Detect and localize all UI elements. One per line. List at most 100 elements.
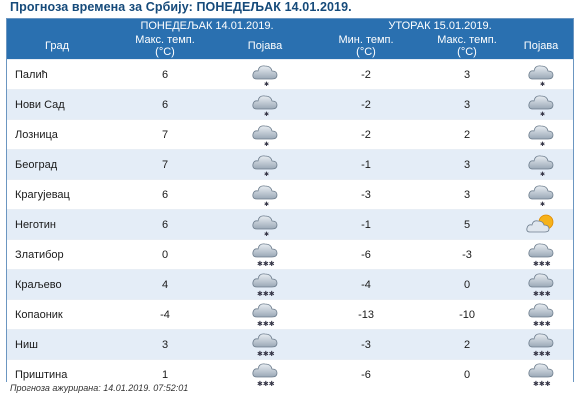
- d2-max-temp: 5: [425, 209, 510, 240]
- cloud-snow-heavy-icon: ✱✱✱: [223, 269, 308, 300]
- cloud-snow-light-icon: ✱: [509, 59, 574, 90]
- col-city: Град: [7, 33, 107, 60]
- svg-text:✱: ✱: [540, 81, 545, 88]
- d2-max-temp: 0: [425, 359, 510, 389]
- table-row: Копаоник -4 ✱✱✱ -13 -10 ✱✱✱: [7, 299, 574, 330]
- svg-text:✱✱✱: ✱✱✱: [533, 380, 551, 388]
- d2-max-temp: 3: [425, 179, 510, 210]
- city-name: Краљево: [7, 269, 107, 300]
- forecast-table: ПОНЕДЕЉАК 14.01.2019. УТОРАК 15.01.2019.…: [7, 19, 574, 389]
- cloud-snow-heavy-icon: ✱✱✱: [223, 299, 308, 330]
- city-name: Лозница: [7, 119, 107, 150]
- city-name: Неготин: [7, 209, 107, 240]
- d1-max-temp: 1: [107, 359, 223, 389]
- table-row: Палић 6 ✱ -2 3 ✱: [7, 59, 574, 90]
- sun-cloud-icon: [509, 209, 574, 240]
- d1-max-temp: 6: [107, 209, 223, 240]
- city-name: Ниш: [7, 329, 107, 360]
- d2-min-temp: -1: [307, 149, 426, 180]
- city-name: Приштина: [7, 359, 107, 389]
- svg-text:✱: ✱: [540, 171, 545, 178]
- city-name: Палић: [7, 59, 107, 90]
- svg-text:✱✱✱: ✱✱✱: [257, 320, 275, 328]
- d1-max-temp: 3: [107, 329, 223, 360]
- d2-max-temp: 3: [425, 89, 510, 120]
- d2-max-temp: 3: [425, 149, 510, 180]
- d2-max-temp: 0: [425, 269, 510, 300]
- city-name: Крагујевац: [7, 179, 107, 210]
- svg-text:✱✱✱: ✱✱✱: [533, 260, 551, 268]
- city-name: Копаоник: [7, 299, 107, 330]
- col-d1-phen: Појава: [223, 33, 308, 60]
- table-row: Нови Сад 6 ✱ -2 3 ✱: [7, 89, 574, 120]
- cloud-snow-light-icon: ✱: [509, 179, 574, 210]
- cloud-snow-heavy-icon: ✱✱✱: [509, 269, 574, 300]
- cloud-snow-light-icon: ✱: [223, 149, 308, 180]
- forecast-table-frame: ПОНЕДЕЉАК 14.01.2019. УТОРАК 15.01.2019.…: [6, 18, 574, 389]
- table-row: Златибор 0 ✱✱✱ -6 -3 ✱✱✱: [7, 239, 574, 270]
- cloud-snow-heavy-icon: ✱✱✱: [509, 359, 574, 389]
- cloud-snow-heavy-icon: ✱✱✱: [223, 329, 308, 360]
- table-row: Крагујевац 6 ✱ -3 3 ✱: [7, 179, 574, 210]
- table-row: Ниш 3 ✱✱✱ -3 2 ✱✱✱: [7, 329, 574, 360]
- table-row: Лозница 7 ✱ -2 2 ✱: [7, 119, 574, 150]
- cloud-snow-heavy-icon: ✱✱✱: [223, 239, 308, 270]
- svg-text:✱: ✱: [264, 81, 269, 88]
- svg-text:✱: ✱: [264, 111, 269, 118]
- svg-text:✱✱✱: ✱✱✱: [533, 290, 551, 298]
- d1-max-temp: 4: [107, 269, 223, 300]
- col-d1-max: Макс. темп. (°C): [107, 33, 223, 60]
- d1-max-temp: 7: [107, 149, 223, 180]
- cloud-snow-light-icon: ✱: [223, 59, 308, 90]
- forecast-updated-note: Прогноза ажурирана: 14.01.2019. 07:52:01: [10, 383, 189, 393]
- col-d1-max-unit: (°C): [155, 46, 175, 58]
- d2-min-temp: -6: [307, 239, 426, 270]
- page-title: Прогноза времена за Србију: ПОНЕДЕЉАК 14…: [10, 0, 352, 14]
- d1-max-temp: 6: [107, 89, 223, 120]
- svg-text:✱: ✱: [540, 141, 545, 148]
- d2-min-temp: -3: [307, 329, 426, 360]
- svg-text:✱✱✱: ✱✱✱: [257, 260, 275, 268]
- d2-max-temp: 2: [425, 119, 510, 150]
- svg-text:✱✱✱: ✱✱✱: [257, 350, 275, 358]
- svg-text:✱✱✱: ✱✱✱: [533, 320, 551, 328]
- d2-min-temp: -3: [307, 179, 426, 210]
- d2-min-temp: -6: [307, 359, 426, 389]
- d1-max-temp: 7: [107, 119, 223, 150]
- cloud-snow-heavy-icon: ✱✱✱: [509, 299, 574, 330]
- cloud-snow-light-icon: ✱: [509, 119, 574, 150]
- cloud-snow-light-icon: ✱: [509, 89, 574, 120]
- d1-max-temp: 0: [107, 239, 223, 270]
- day1-header: ПОНЕДЕЉАК 14.01.2019.: [107, 19, 308, 33]
- table-row: Неготин 6 ✱ -1 5: [7, 209, 574, 240]
- d2-min-temp: -4: [307, 269, 426, 300]
- col-d2-max-label: Макс. темп.: [437, 34, 497, 46]
- svg-text:✱: ✱: [264, 141, 269, 148]
- d2-max-temp: 2: [425, 329, 510, 360]
- cloud-snow-heavy-icon: ✱✱✱: [223, 359, 308, 389]
- table-row: Краљево 4 ✱✱✱ -4 0 ✱✱✱: [7, 269, 574, 300]
- svg-text:✱✱✱: ✱✱✱: [257, 290, 275, 298]
- svg-text:✱: ✱: [264, 201, 269, 208]
- d2-min-temp: -13: [307, 299, 426, 330]
- col-d2-max-unit: (°C): [457, 46, 477, 58]
- cloud-snow-heavy-icon: ✱✱✱: [509, 329, 574, 360]
- col-d2-min: Мин. темп. (°C): [307, 33, 426, 60]
- city-name: Београд: [7, 149, 107, 180]
- d2-min-temp: -2: [307, 59, 426, 90]
- day2-header: УТОРАК 15.01.2019.: [307, 19, 574, 33]
- d1-max-temp: -4: [107, 299, 223, 330]
- d2-min-temp: -2: [307, 119, 426, 150]
- d1-max-temp: 6: [107, 59, 223, 90]
- cloud-snow-light-icon: ✱: [223, 89, 308, 120]
- svg-text:✱: ✱: [264, 231, 269, 238]
- col-d1-max-label: Макс. темп.: [135, 34, 195, 46]
- col-d2-max: Макс. темп. (°C): [425, 33, 510, 60]
- cloud-snow-heavy-icon: ✱✱✱: [509, 239, 574, 270]
- cloud-snow-light-icon: ✱: [509, 149, 574, 180]
- d2-min-temp: -2: [307, 89, 426, 120]
- col-d2-phen: Појава: [509, 33, 574, 60]
- svg-text:✱✱✱: ✱✱✱: [257, 380, 275, 388]
- d2-max-temp: -3: [425, 239, 510, 270]
- svg-text:✱✱✱: ✱✱✱: [533, 350, 551, 358]
